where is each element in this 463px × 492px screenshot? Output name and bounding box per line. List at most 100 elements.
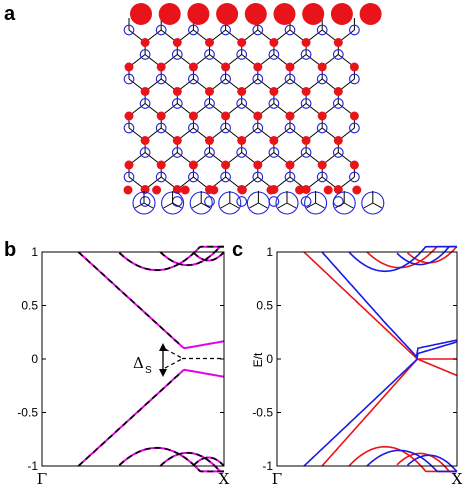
band-line-dashed (159, 245, 224, 266)
edge-bottom-sites (123, 185, 385, 215)
band-line-blue (303, 341, 458, 467)
lattice-bond (372, 202, 383, 209)
site-red (253, 160, 263, 170)
lattice-bond (343, 202, 354, 209)
edge-site-red (187, 3, 210, 25)
site-blue (316, 24, 328, 36)
site-red (221, 160, 231, 170)
panel-label-a: a (4, 3, 16, 25)
site-blue (252, 24, 264, 36)
site-red (205, 38, 214, 47)
site-blue (171, 147, 183, 158)
site-blue (252, 122, 264, 134)
site-blue (332, 98, 344, 109)
band-plot-c: -1 -0.5 0 0.5 1 Γ X E/t (251, 245, 463, 488)
site-red (352, 185, 362, 195)
edge-site-red (359, 3, 382, 25)
site-blue (316, 171, 328, 183)
x-tick-label: Γ (37, 470, 47, 488)
lattice-bond (134, 202, 145, 209)
edge-site-red (330, 3, 353, 25)
site-blue (188, 122, 199, 134)
gap-arrow-down (159, 369, 167, 377)
site-blue (284, 171, 296, 183)
lattice-bond (172, 202, 182, 209)
site-red (301, 185, 311, 194)
y-tick-label: 1 (266, 245, 273, 259)
site-blue (139, 196, 151, 207)
site-red (188, 160, 198, 170)
site-blue (236, 147, 248, 158)
band-line-blue (366, 449, 457, 473)
edge-site-red (302, 3, 325, 25)
site-red (188, 111, 198, 121)
site-blue (204, 196, 215, 207)
site-red (266, 185, 276, 195)
site-red (269, 136, 279, 145)
lattice-bond (286, 202, 297, 209)
site-red (333, 87, 343, 96)
site-blue (171, 98, 183, 109)
site-blue (284, 122, 296, 134)
lattice-bond (163, 202, 173, 209)
site-blue (284, 24, 296, 36)
gap-delta-subscript: S (145, 365, 152, 376)
site-blue (204, 98, 215, 109)
site-red (285, 111, 295, 121)
site-blue (139, 147, 151, 158)
gap-delta-label: Δ (133, 354, 144, 372)
panel-label-b: b (4, 239, 16, 261)
site-blue (171, 196, 183, 207)
panel-label-c: c (232, 239, 243, 261)
site-red (333, 38, 343, 47)
lattice-bond (334, 202, 345, 209)
band-line-red (321, 358, 457, 467)
band-line-dashed (118, 245, 224, 271)
site-red (123, 185, 133, 195)
site-red (333, 185, 343, 194)
site-red (140, 136, 150, 145)
site-blue (349, 171, 360, 183)
site-blue (220, 171, 231, 183)
site-blue (188, 24, 199, 36)
site-red (349, 62, 359, 72)
site-blue (171, 49, 183, 60)
site-red (156, 62, 166, 72)
site-red (221, 111, 231, 121)
band-curves-c (303, 245, 458, 473)
band-line-dashed (159, 452, 224, 473)
site-blue (349, 24, 360, 36)
site-blue (349, 73, 360, 85)
lattice-bond (306, 202, 316, 209)
site-red (333, 136, 343, 145)
band-line-magenta (77, 251, 225, 350)
lattice-bond (277, 202, 288, 209)
y-tick-label: -0.5 (17, 406, 38, 420)
band-line-magenta (192, 251, 225, 262)
lattice-bond (220, 202, 231, 209)
site-red (156, 111, 166, 121)
site-blue (155, 122, 167, 134)
lattice-bond (249, 202, 259, 209)
band-curves-b (77, 245, 225, 473)
lattice-bond (315, 202, 325, 209)
band-line-dashed (118, 447, 224, 473)
site-red (237, 38, 247, 47)
site-blue (123, 171, 135, 183)
site-red (237, 87, 247, 96)
site-red (295, 185, 305, 195)
edge-site-red (244, 3, 267, 25)
site-blue (332, 147, 344, 158)
site-blue (220, 73, 231, 85)
band-line-dashed (77, 251, 181, 346)
edge-site-red (216, 3, 239, 25)
edge-site-red (130, 3, 152, 25)
gap-lead-upper (164, 348, 183, 359)
band-line-red (303, 251, 458, 377)
lattice-bond (191, 202, 202, 209)
site-red (349, 160, 359, 170)
band-line-magenta (77, 368, 225, 467)
site-red (237, 136, 247, 145)
lattice-bond (200, 202, 211, 209)
site-red (285, 62, 295, 72)
